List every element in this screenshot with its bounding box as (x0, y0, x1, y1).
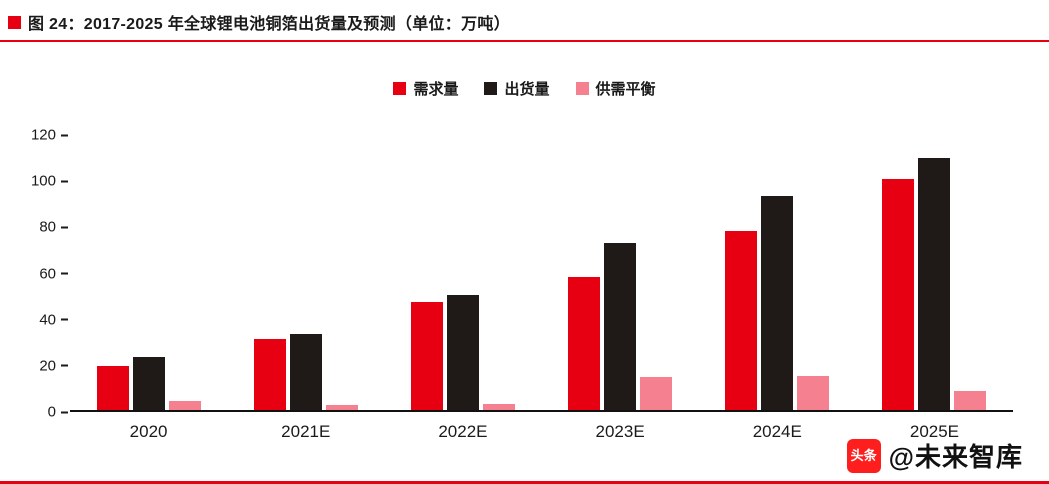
legend-swatch-icon (575, 82, 589, 95)
x-label-2023E: 2023E (595, 422, 645, 441)
y-tick-mark (61, 364, 68, 367)
x-label-2020: 2020 (129, 422, 168, 441)
y-tick-label: 60 (39, 265, 56, 282)
bar-需求量-2024E (725, 231, 758, 410)
bar-供需平衡-2021E (325, 405, 358, 410)
bar-group-2020 (70, 135, 227, 410)
legend-item-0: 需求量 (393, 78, 458, 99)
bar-需求量-2022E (410, 302, 443, 410)
bar-供需平衡-2024E (797, 375, 830, 410)
y-tick-label: 0 (47, 403, 56, 421)
y-axis: 0 20 40 60 80 100 120 (8, 127, 68, 421)
title-bullet-icon (8, 15, 21, 29)
y-tick-mark (61, 318, 68, 321)
y-tick-label: 80 (39, 218, 56, 236)
y-tick-mark (61, 180, 68, 183)
y-tick-mark (61, 272, 68, 275)
legend-label: 供需平衡 (595, 81, 656, 98)
legend-swatch-icon (393, 82, 407, 95)
bar-供需平衡-2022E (482, 404, 515, 410)
x-axis-labels: 2020 2021E 2022E 2023E 2024E 2025E (70, 422, 1013, 442)
y-tick-120: 120 (31, 127, 68, 144)
bar-需求量-2025E (882, 178, 915, 410)
bar-出货量-2024E (761, 195, 794, 410)
bar-出货量-2022E (446, 295, 479, 410)
bottom-red-rule (0, 481, 1049, 484)
y-tick-0: 0 (48, 404, 68, 421)
watermark-label: @未来智库 (888, 442, 1023, 472)
plot-area (70, 135, 1013, 412)
bar-供需平衡-2020 (168, 400, 201, 410)
y-tick-label: 20 (39, 357, 56, 375)
bar-需求量-2023E (568, 277, 601, 410)
bar-group-2025E (856, 135, 1013, 410)
bar-供需平衡-2025E (954, 390, 987, 410)
x-label-2024E: 2024E (752, 422, 802, 441)
legend-label: 出货量 (504, 81, 550, 98)
y-tick-40: 40 (39, 311, 68, 328)
bar-需求量-2020 (96, 366, 129, 410)
watermark: 头条 @未来智库 (846, 437, 1023, 474)
y-tick-80: 80 (39, 219, 68, 236)
toutiao-logo-icon: 头条 (846, 438, 881, 473)
x-label-2022E: 2022E (438, 422, 488, 441)
legend: 需求量 出货量 供需平衡 (0, 78, 1049, 99)
title-underline (0, 40, 1049, 42)
y-tick-100: 100 (31, 173, 68, 190)
bar-group-2021E (227, 135, 384, 410)
bar-group-2023E (542, 135, 699, 410)
y-tick-mark (61, 226, 68, 229)
page-title: 图 24：2017-2025 年全球锂电池铜箔出货量及预测（单位：万吨） (28, 16, 511, 33)
bar-供需平衡-2023E (640, 376, 673, 410)
y-tick-mark (61, 411, 68, 413)
y-tick-label: 40 (39, 311, 56, 329)
bar-出货量-2023E (604, 242, 637, 410)
legend-label: 需求量 (413, 81, 459, 98)
legend-item-1: 出货量 (484, 78, 550, 99)
y-tick-label: 100 (30, 172, 56, 190)
legend-swatch-icon (484, 82, 498, 95)
x-label-2021E: 2021E (281, 422, 331, 441)
legend-item-2: 供需平衡 (575, 78, 656, 99)
x-label-2025E: 2025E (909, 422, 960, 441)
bar-出货量-2020 (132, 357, 165, 410)
bar-group-2024E (699, 135, 856, 410)
bar-出货量-2025E (918, 157, 951, 410)
y-tick-mark (61, 134, 68, 136)
y-tick-20: 20 (39, 357, 68, 374)
y-tick-60: 60 (39, 265, 68, 282)
bar-需求量-2021E (253, 338, 286, 410)
bar-出货量-2021E (289, 334, 322, 410)
title-row: 图 24：2017-2025 年全球锂电池铜箔出货量及预测（单位：万吨） (0, 0, 1049, 42)
bar-group-2022E (384, 135, 541, 410)
y-tick-label: 120 (30, 126, 56, 144)
